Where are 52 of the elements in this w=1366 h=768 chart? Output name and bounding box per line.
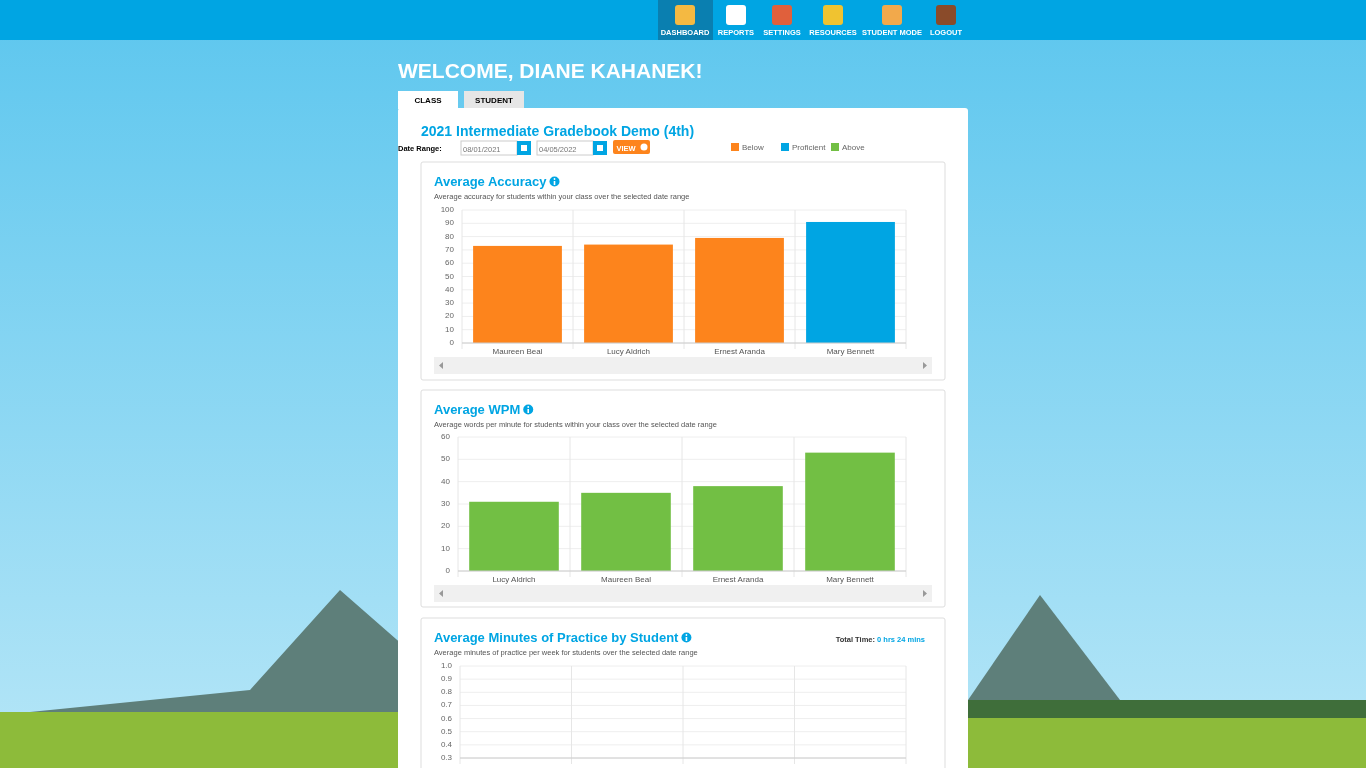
text: WELCOME, DIANE KAHANEK! xyxy=(398,59,703,82)
y-tick-label: 0.5 xyxy=(440,726,453,736)
y-tick-label: 80 xyxy=(445,231,455,241)
y-tick-label: 40 xyxy=(445,284,455,294)
y-tick-label: 1.0 xyxy=(440,661,453,670)
legend-label: Below xyxy=(742,143,765,152)
y-tick-label: 20 xyxy=(445,311,455,321)
y-tick-label: 0 xyxy=(449,338,455,347)
y-tick-label: 30 xyxy=(441,499,451,508)
x-tick-label: Mary Bennett xyxy=(826,575,875,584)
legend-label: Proficient xyxy=(792,143,827,152)
bar xyxy=(584,244,673,343)
x-tick-label: Ernest Aranda xyxy=(712,575,764,584)
y-tick-label: 40 xyxy=(441,476,451,486)
y-tick-label: 50 xyxy=(445,271,455,281)
y-tick-label: 0.7 xyxy=(440,700,453,710)
bar xyxy=(473,245,562,343)
text: STUDENT xyxy=(475,96,513,105)
legend-label: Above xyxy=(842,143,866,152)
y-tick-label: 0.8 xyxy=(440,687,453,697)
y-tick-label: 0 xyxy=(445,566,451,575)
bar xyxy=(581,492,671,571)
text: 2021 Intermediate Gradebook Demo (4th) xyxy=(421,123,695,139)
bar xyxy=(695,237,784,343)
bar xyxy=(805,452,895,571)
y-tick-label: 10 xyxy=(441,543,451,553)
y-tick-label: 0.9 xyxy=(440,674,453,684)
y-tick-label: 0.6 xyxy=(440,713,453,723)
y-tick-label: 20 xyxy=(441,521,451,531)
y-tick-label: 70 xyxy=(445,244,455,254)
y-tick-label: 90 xyxy=(445,218,455,228)
x-tick-label: Maureen Beal xyxy=(601,575,652,584)
bar xyxy=(806,221,895,343)
y-tick-label: 0.4 xyxy=(440,739,453,749)
text: CLASS xyxy=(414,96,443,105)
x-tick-label: Lucy Aldrich xyxy=(492,575,536,584)
y-tick-label: 50 xyxy=(441,454,451,464)
bar xyxy=(469,501,559,571)
chart-title: Average WPM xyxy=(434,402,521,417)
bar xyxy=(693,486,783,571)
y-tick-label: 30 xyxy=(445,298,455,308)
x-tick-label: Maureen Beal xyxy=(492,347,543,356)
chart-title: Average Minutes of Practice by Student xyxy=(434,630,680,645)
y-tick-label: 100 xyxy=(440,205,455,214)
chart-title: Average Accuracy xyxy=(434,174,548,189)
y-tick-label: 0.3 xyxy=(440,753,453,762)
y-tick-label: 60 xyxy=(441,432,451,441)
y-tick-label: 10 xyxy=(445,324,455,334)
x-tick-label: Lucy Aldrich xyxy=(606,347,651,356)
x-tick-label: Ernest Aranda xyxy=(714,347,766,356)
x-tick-label: Mary Bennett xyxy=(826,347,876,356)
y-tick-label: 60 xyxy=(445,258,455,268)
